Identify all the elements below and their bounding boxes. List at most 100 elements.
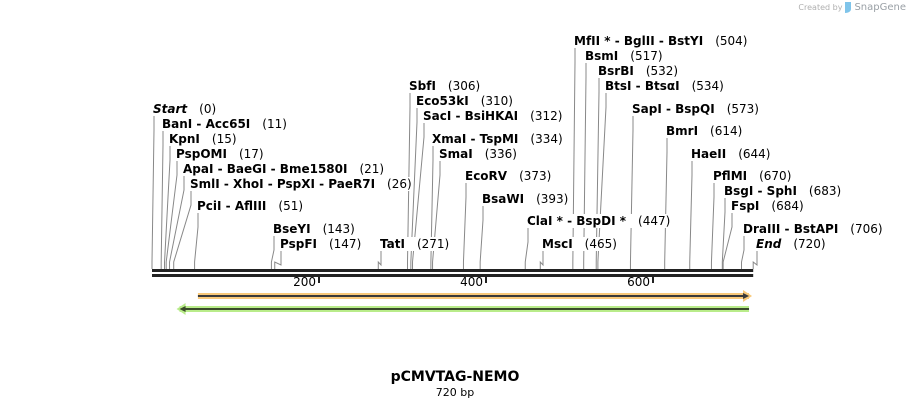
site-label[interactable]: FspI (684) bbox=[731, 199, 804, 213]
enzyme-name[interactable]: ClaI * - BspDI * bbox=[527, 214, 627, 228]
site-leader-line bbox=[462, 181, 467, 269]
snapgene-logo-icon bbox=[845, 2, 852, 13]
label-background bbox=[438, 147, 518, 161]
label-background bbox=[161, 117, 288, 131]
site-label[interactable]: TatI (271) bbox=[380, 237, 449, 251]
site-label[interactable]: SbfI (306) bbox=[409, 79, 480, 93]
site-label[interactable]: EcoRV (373) bbox=[465, 169, 551, 183]
enzyme-name[interactable]: MfII * - BglII - BstYI bbox=[574, 34, 703, 48]
enzyme-name[interactable]: Start bbox=[153, 102, 188, 116]
site-label[interactable]: BsrBI (532) bbox=[598, 64, 678, 78]
site-label[interactable]: PciI - AflIII (51) bbox=[197, 199, 303, 213]
site-position: (15) bbox=[212, 132, 237, 146]
enzyme-name[interactable]: ApaI - BaeGI - Bme1580I bbox=[183, 162, 347, 176]
credit-prefix: Created by bbox=[798, 3, 843, 12]
map-length: 720 bp bbox=[435, 386, 475, 399]
site-label[interactable]: BsaWI (393) bbox=[482, 192, 568, 206]
label-background bbox=[712, 169, 793, 183]
site-label[interactable]: KpnI (15) bbox=[169, 132, 237, 146]
site-label[interactable]: SapI - BspQI (573) bbox=[632, 102, 759, 116]
enzyme-name[interactable]: PspFI bbox=[280, 237, 317, 251]
label-background bbox=[279, 237, 363, 251]
label-background bbox=[631, 102, 760, 116]
label-background bbox=[723, 184, 843, 198]
site-label[interactable]: SmaI (336) bbox=[439, 147, 517, 161]
site-label[interactable]: XmaI - TspMI (334) bbox=[432, 132, 563, 146]
reverse-feature-arrow[interactable] bbox=[176, 303, 750, 315]
site-position: (336) bbox=[485, 147, 517, 161]
enzyme-name[interactable]: BanI - Acc65I bbox=[162, 117, 250, 131]
tick-mark bbox=[652, 277, 654, 283]
forward-feature-arrow[interactable] bbox=[197, 290, 753, 302]
enzyme-name[interactable]: PflMI bbox=[713, 169, 747, 183]
enzyme-name[interactable]: SbfI bbox=[409, 79, 436, 93]
site-position: (573) bbox=[727, 102, 759, 116]
site-label[interactable]: BmrI (614) bbox=[666, 124, 742, 138]
enzyme-name[interactable]: BsrBI bbox=[598, 64, 634, 78]
enzyme-name[interactable]: BsaWI bbox=[482, 192, 524, 206]
site-leader-line bbox=[165, 159, 178, 269]
enzyme-name[interactable]: SapI - BspQI bbox=[632, 102, 715, 116]
label-background bbox=[431, 132, 564, 146]
site-label[interactable]: BtsI - BtsαI (534) bbox=[605, 79, 724, 93]
site-leader-line bbox=[160, 129, 164, 269]
enzyme-name[interactable]: SacI - BsiHKAI bbox=[423, 109, 518, 123]
site-label[interactable]: BsmI (517) bbox=[585, 49, 663, 63]
enzyme-name[interactable]: PciI - AflIII bbox=[197, 199, 266, 213]
enzyme-name[interactable]: BtsI - BtsαI bbox=[605, 79, 680, 93]
site-label[interactable]: MfII * - BglII - BstYI (504) bbox=[574, 34, 747, 48]
label-background bbox=[464, 169, 553, 183]
enzyme-name[interactable]: PspOMI bbox=[176, 147, 227, 161]
site-position: (306) bbox=[448, 79, 480, 93]
enzyme-name[interactable]: BmrI bbox=[666, 124, 698, 138]
site-labels: Start (0)BanI - Acc65I (11) KpnI (15)PspOMI (… bbox=[152, 34, 884, 251]
site-label[interactable]: ClaI * - BspDI * (447) bbox=[527, 214, 670, 228]
site-leader-line bbox=[722, 211, 733, 269]
enzyme-name[interactable]: SmaI bbox=[439, 147, 473, 161]
site-label[interactable]: BsgI - SphI (683) bbox=[724, 184, 841, 198]
site-label[interactable]: BanI - Acc65I (11) bbox=[162, 117, 287, 131]
site-label[interactable]: MscI (465) bbox=[542, 237, 617, 251]
enzyme-name[interactable]: EcoRV bbox=[465, 169, 508, 183]
enzyme-name[interactable]: SmlI - XhoI - PspXI - PaeR7I bbox=[190, 177, 375, 191]
site-position: (644) bbox=[738, 147, 770, 161]
site-label[interactable]: PspFI (147) bbox=[280, 237, 361, 251]
site-label[interactable]: Start (0) bbox=[153, 102, 216, 116]
enzyme-name[interactable]: Eco53kI bbox=[416, 94, 469, 108]
site-label[interactable]: ApaI - BaeGI - Bme1580I (21) bbox=[183, 162, 384, 176]
enzyme-name[interactable]: XmaI - TspMI bbox=[432, 132, 518, 146]
features bbox=[176, 290, 753, 315]
site-leader-line bbox=[412, 121, 425, 269]
site-label[interactable]: SmlI - XhoI - PspXI - PaeR7I (26) bbox=[190, 177, 412, 191]
site-label[interactable]: HaeII (644) bbox=[691, 147, 771, 161]
site-position: (373) bbox=[519, 169, 551, 183]
site-leader-line bbox=[151, 114, 155, 269]
site-leader-line bbox=[430, 144, 434, 269]
enzyme-name[interactable]: FspI bbox=[731, 199, 759, 213]
scale-ticks: 200 400 600 bbox=[293, 275, 654, 289]
site-label[interactable]: End (720) bbox=[756, 237, 826, 251]
enzyme-name[interactable]: BsmI bbox=[585, 49, 618, 63]
site-label[interactable]: BseYI (143) bbox=[273, 222, 355, 236]
enzyme-name[interactable]: KpnI bbox=[169, 132, 200, 146]
enzyme-name[interactable]: BsgI - SphI bbox=[724, 184, 797, 198]
site-position: (504) bbox=[715, 34, 747, 48]
enzyme-name[interactable]: HaeII bbox=[691, 147, 726, 161]
label-background bbox=[379, 237, 451, 251]
site-label[interactable]: PspOMI (17) bbox=[176, 147, 264, 161]
enzyme-name[interactable]: End bbox=[756, 237, 782, 251]
backbone-top-strand bbox=[152, 269, 754, 272]
enzyme-name[interactable]: TatI bbox=[380, 237, 405, 251]
site-label[interactable]: SacI - BsiHKAI (312) bbox=[423, 109, 562, 123]
site-position: (17) bbox=[239, 147, 264, 161]
map-title: pCMVTAG-NEMO bbox=[390, 369, 520, 385]
enzyme-name[interactable]: BseYI bbox=[273, 222, 311, 236]
site-label[interactable]: Eco53kI (310) bbox=[416, 94, 513, 108]
site-label[interactable]: DraIII - BstAPI (706) bbox=[743, 222, 883, 236]
site-leader-line bbox=[752, 249, 758, 269]
arrow-head-icon bbox=[179, 306, 186, 312]
site-label[interactable]: PflMI (670) bbox=[713, 169, 791, 183]
enzyme-name[interactable]: MscI bbox=[542, 237, 573, 251]
enzyme-name[interactable]: DraIII - BstAPI bbox=[743, 222, 838, 236]
site-lines bbox=[151, 46, 758, 269]
